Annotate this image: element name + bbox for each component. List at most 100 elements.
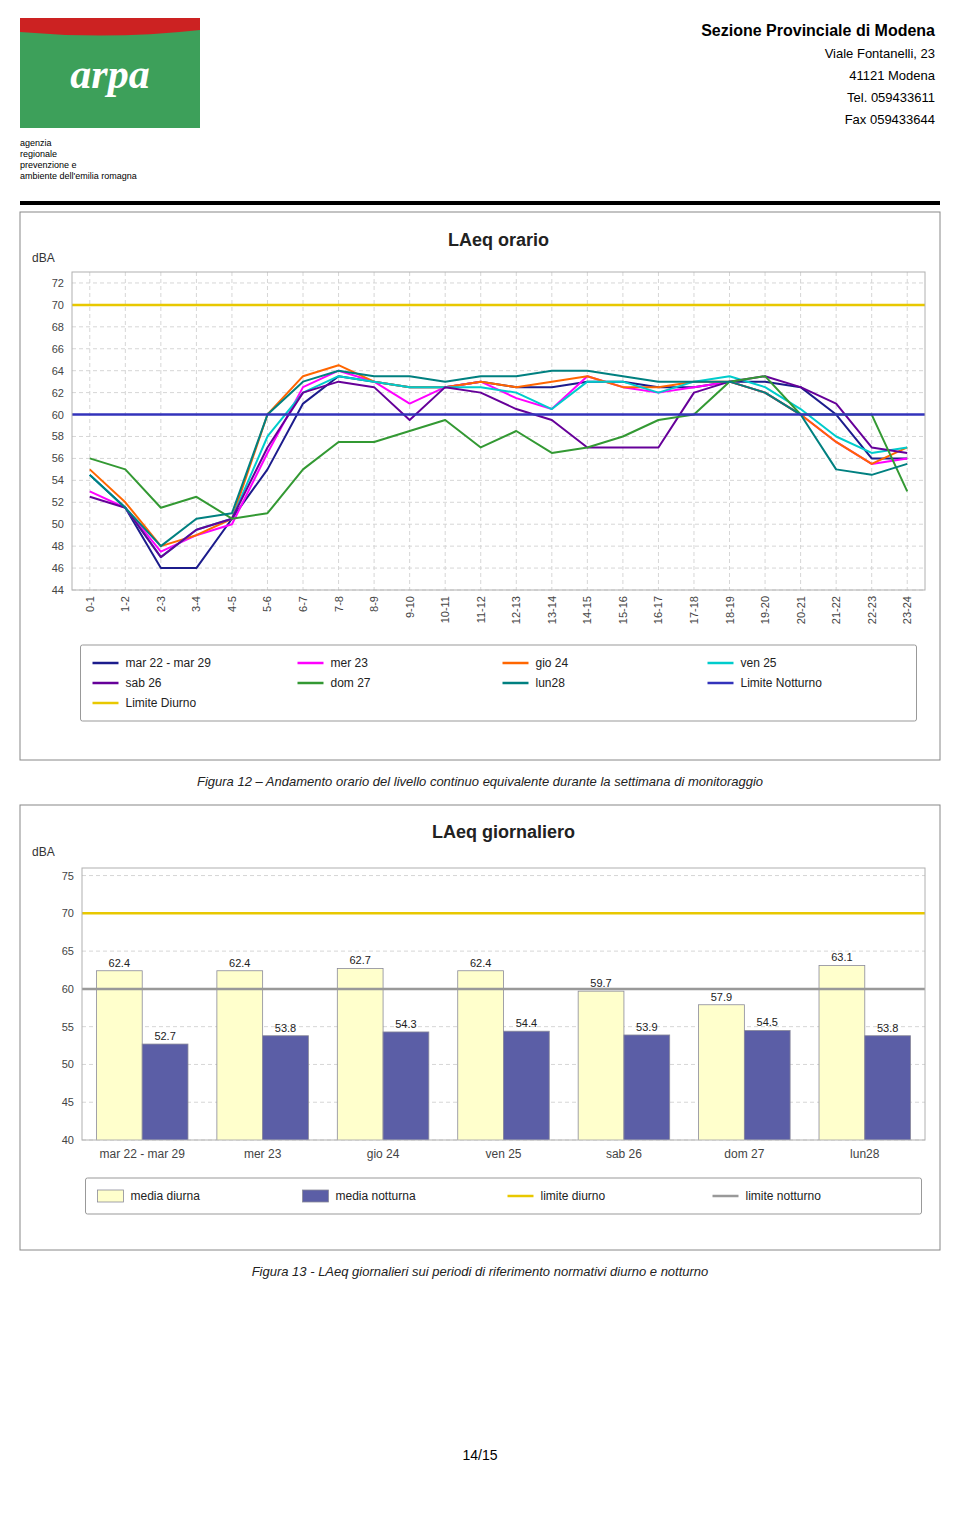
grid-line <box>693 272 694 590</box>
reference-line <box>82 988 925 991</box>
legend-label: sab 26 <box>126 676 162 690</box>
y-tick-label: 45 <box>62 1096 74 1108</box>
grid-line <box>82 913 925 914</box>
legend-swatch <box>93 662 119 665</box>
data-label: 62.7 <box>349 954 370 966</box>
bar <box>504 1031 550 1140</box>
data-label: 59.7 <box>590 977 611 989</box>
legend-label: limite diurno <box>541 1189 606 1203</box>
y-tick-label: 48 <box>52 540 64 552</box>
chart: LAeq giornalierodBA4045505560657075mar 2… <box>20 805 940 1442</box>
reference-line <box>72 304 925 307</box>
data-label: 62.4 <box>229 957 250 969</box>
x-tick-label: 8-9 <box>368 596 380 612</box>
header: arpaagenziaregionaleprevenzione eambient… <box>20 18 940 203</box>
y-tick-label: 65 <box>62 945 74 957</box>
data-label: 57.9 <box>711 991 732 1003</box>
grid-line <box>72 568 925 569</box>
legend-label: limite notturno <box>746 1189 822 1203</box>
logo-caption: agenzia <box>20 138 52 148</box>
legend: mar 22 - mar 29mer 23gio 24ven 25sab 26d… <box>81 645 917 721</box>
plot-area <box>72 305 925 568</box>
y-tick-label: 60 <box>52 409 64 421</box>
header-text: Fax 059433644 <box>845 112 935 127</box>
grid-line <box>72 370 925 371</box>
y-tick-label: 62 <box>52 387 64 399</box>
grid-line <box>587 272 588 590</box>
grid-line <box>551 272 552 590</box>
x-tick-label: 16-17 <box>652 596 664 624</box>
y-tick-label: 50 <box>62 1058 74 1070</box>
y-tick-label: 44 <box>52 584 64 596</box>
bar <box>142 1044 188 1140</box>
data-label: 53.8 <box>877 1022 898 1034</box>
legend-swatch <box>708 662 734 665</box>
grid-line <box>303 272 304 590</box>
x-tick-label: mar 22 - mar 29 <box>100 1147 186 1161</box>
y-tick-label: 58 <box>52 430 64 442</box>
legend-swatch <box>503 682 529 685</box>
bar <box>699 1005 745 1140</box>
y-tick-label: 64 <box>52 365 64 377</box>
grid-line <box>836 272 837 590</box>
x-tick-label: 4-5 <box>226 596 238 612</box>
grid-line <box>82 951 925 952</box>
chart-title: LAeq giornaliero <box>432 822 575 842</box>
data-label: 53.8 <box>275 1022 296 1034</box>
grid-line <box>72 414 925 415</box>
grid-line <box>72 480 925 481</box>
legend-label: media diurna <box>131 1189 201 1203</box>
legend-frame <box>86 1178 922 1214</box>
header-text: Sezione Provinciale di Modena <box>701 22 935 39</box>
legend-label: ven 25 <box>741 656 777 670</box>
series-line <box>90 365 907 546</box>
bar <box>96 971 142 1140</box>
y-tick-label: 60 <box>62 983 74 995</box>
data-label: 62.4 <box>470 957 491 969</box>
legend-label: dom 27 <box>331 676 371 690</box>
x-tick-label: 6-7 <box>297 596 309 612</box>
bar <box>744 1030 790 1140</box>
legend-swatch <box>298 662 324 665</box>
legend-swatch <box>98 1190 124 1202</box>
grid-line <box>267 272 268 590</box>
reference-line <box>72 413 925 416</box>
x-tick-label: 12-13 <box>510 596 522 624</box>
logo-caption: ambiente dell'emilia romagna <box>20 171 137 181</box>
legend-swatch <box>503 662 529 665</box>
y-tick-label: 54 <box>52 474 64 486</box>
logo-caption: regionale <box>20 149 57 159</box>
y-tick-label: 40 <box>62 1134 74 1146</box>
x-tick-label: gio 24 <box>367 1147 400 1161</box>
legend-swatch <box>708 682 734 685</box>
legend-label: media notturna <box>336 1189 416 1203</box>
caption: Figura 12 – Andamento orario del livello… <box>197 774 763 789</box>
legend-label: Limite Notturno <box>741 676 823 690</box>
x-tick-label: mer 23 <box>244 1147 282 1161</box>
caption: Figura 13 - LAeq giornalieri sui periodi… <box>252 1264 709 1279</box>
bar <box>217 971 263 1140</box>
grid-line <box>622 272 623 590</box>
grid-line <box>196 272 197 590</box>
x-tick-label: 3-4 <box>190 596 202 612</box>
grid-line <box>160 272 161 590</box>
y-tick-label: 46 <box>52 562 64 574</box>
y-tick-label: 66 <box>52 343 64 355</box>
x-tick-label: 9-10 <box>404 596 416 618</box>
data-label: 62.4 <box>109 957 130 969</box>
legend-swatch <box>508 1195 534 1198</box>
y-tick-label: 68 <box>52 321 64 333</box>
separator <box>20 201 940 205</box>
chart-box <box>20 212 940 760</box>
series-line <box>90 376 907 519</box>
x-tick-label: sab 26 <box>606 1147 642 1161</box>
grid-line <box>374 272 375 590</box>
data-label: 63.1 <box>831 951 852 963</box>
data-label: 54.4 <box>516 1017 537 1029</box>
grid-line <box>658 272 659 590</box>
data-label: 54.3 <box>395 1018 416 1030</box>
bar <box>865 1036 911 1140</box>
header-text: 41121 Modena <box>849 68 936 83</box>
plot-area <box>82 913 925 1140</box>
x-tick-label: 18-19 <box>724 596 736 624</box>
